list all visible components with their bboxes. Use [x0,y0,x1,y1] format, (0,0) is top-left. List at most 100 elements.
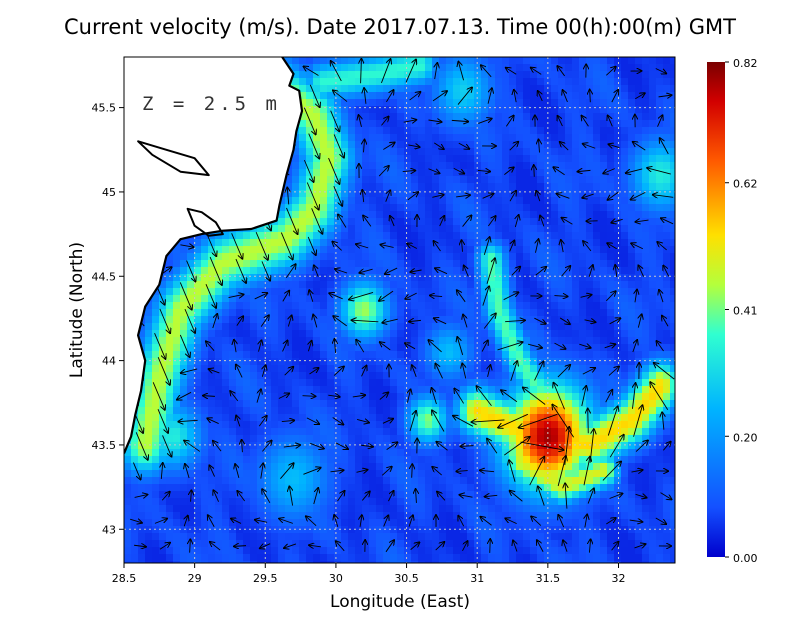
heatmap-cell [600,351,608,359]
heatmap-cell [180,281,188,289]
heatmap-cell [509,155,517,163]
heatmap-cell [292,295,300,303]
heatmap-cell [656,372,664,380]
heatmap-cell [397,484,405,492]
heatmap-cell [236,295,244,303]
heatmap-cell [565,99,573,107]
heatmap-cell [586,330,594,338]
heatmap-cell [474,113,482,121]
heatmap-cell [516,379,524,387]
heatmap-cell [229,456,237,464]
heatmap-cell [656,421,664,429]
heatmap-cell [572,162,580,170]
heatmap-cell [642,449,650,457]
heatmap-cell [642,393,650,401]
heatmap-cell [439,470,447,478]
heatmap-cell [180,337,188,345]
heatmap-cell [173,393,181,401]
heatmap-cell [635,295,643,303]
heatmap-cell [607,491,615,499]
heatmap-cell [376,414,384,422]
heatmap-cell [299,148,307,156]
heatmap-cell [656,330,664,338]
heatmap-cell [432,421,440,429]
heatmap-cell [474,162,482,170]
heatmap-cell [194,260,202,268]
heatmap-cell [446,463,454,471]
heatmap-cell [614,239,622,247]
heatmap-cell [565,127,573,135]
heatmap-cell [495,183,503,191]
heatmap-cell [600,71,608,79]
heatmap-cell [390,246,398,254]
heatmap-cell [145,358,153,366]
heatmap-cell [306,113,314,121]
heatmap-cell [306,134,314,142]
heatmap-cell [124,463,132,471]
heatmap-cell [656,211,664,219]
heatmap-cell [180,246,188,254]
heatmap-cell [670,155,675,163]
heatmap-cell [397,421,405,429]
heatmap-cell [264,407,272,415]
heatmap-cell [495,190,503,198]
heatmap-cell [173,323,181,331]
heatmap-cell [362,344,370,352]
heatmap-cell [341,288,349,296]
heatmap-cell [390,190,398,198]
heatmap-cell [145,435,153,443]
heatmap-cell [572,120,580,128]
heatmap-cell [670,463,675,471]
heatmap-cell [362,204,370,212]
heatmap-cell [229,281,237,289]
heatmap-cell [278,421,286,429]
heatmap-cell [453,148,461,156]
heatmap-cell [306,92,314,100]
heatmap-cell [369,232,377,240]
heatmap-cell [670,169,675,177]
heatmap-cell [460,78,468,86]
heatmap-cell [243,309,251,317]
heatmap-cell [145,337,153,345]
heatmap-cell [264,456,272,464]
heatmap-cell [173,372,181,380]
heatmap-cell [194,498,202,506]
heatmap-cell [579,477,587,485]
heatmap-cell [509,260,517,268]
heatmap-cell [579,57,587,65]
heatmap-cell [516,190,524,198]
heatmap-cell [313,92,321,100]
heatmap-cell [628,71,636,79]
heatmap-cell [397,295,405,303]
heatmap-cell [565,148,573,156]
heatmap-cell [208,260,216,268]
heatmap-cell [348,386,356,394]
heatmap-cell [586,484,594,492]
heatmap-cell [572,92,580,100]
heatmap-cell [215,246,223,254]
heatmap-cell [215,435,223,443]
heatmap-cell [222,421,230,429]
heatmap-cell [474,365,482,373]
heatmap-cell [635,239,643,247]
heatmap-cell [397,456,405,464]
heatmap-cell [649,120,657,128]
heatmap-cell [425,477,433,485]
heatmap-cell [474,421,482,429]
heatmap-cell [446,204,454,212]
heatmap-cell [593,148,601,156]
heatmap-cell [313,379,321,387]
heatmap-cell [313,190,321,198]
heatmap-cell [600,92,608,100]
heatmap-cell [656,113,664,121]
heatmap-cell [194,400,202,408]
heatmap-cell [635,211,643,219]
heatmap-cell [607,449,615,457]
heatmap-cell [467,295,475,303]
heatmap-cell [453,253,461,261]
heatmap-cell [523,428,531,436]
heatmap-cell [425,302,433,310]
heatmap-cell [180,435,188,443]
heatmap-cell [642,316,650,324]
heatmap-cell [208,274,216,282]
